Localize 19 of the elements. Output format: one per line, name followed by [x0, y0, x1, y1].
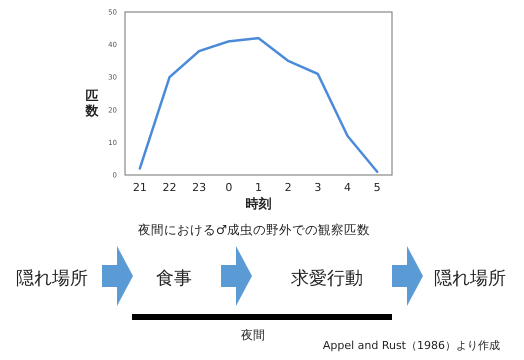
x-tick-label: 1 — [255, 181, 262, 194]
y-axis-title: 匹数 — [84, 89, 100, 119]
text: 隠れ場所 — [16, 268, 88, 289]
x-tick-label: 4 — [344, 181, 351, 194]
x-tick-label: 23 — [192, 181, 206, 194]
x-tick-label: 22 — [162, 181, 176, 194]
text: 求愛行動 — [291, 268, 363, 289]
text: 夜間における♂成虫の野外での観察匹数 — [138, 222, 370, 237]
x-tick-label: 2 — [284, 181, 292, 194]
text: Appel and Rust（1986）より作成 — [322, 339, 500, 352]
x-tick-label: 3 — [314, 181, 322, 194]
x-tick-label: 0 — [225, 181, 232, 194]
x-tick-label: 21 — [132, 181, 147, 194]
line-series — [138, 36, 378, 173]
text: 食事 — [156, 268, 192, 289]
text: 夜間 — [241, 328, 265, 342]
text: 隠れ場所 — [434, 268, 506, 289]
x-tick-label: 5 — [374, 181, 381, 194]
x-axis-title: 時刻 — [246, 196, 272, 212]
